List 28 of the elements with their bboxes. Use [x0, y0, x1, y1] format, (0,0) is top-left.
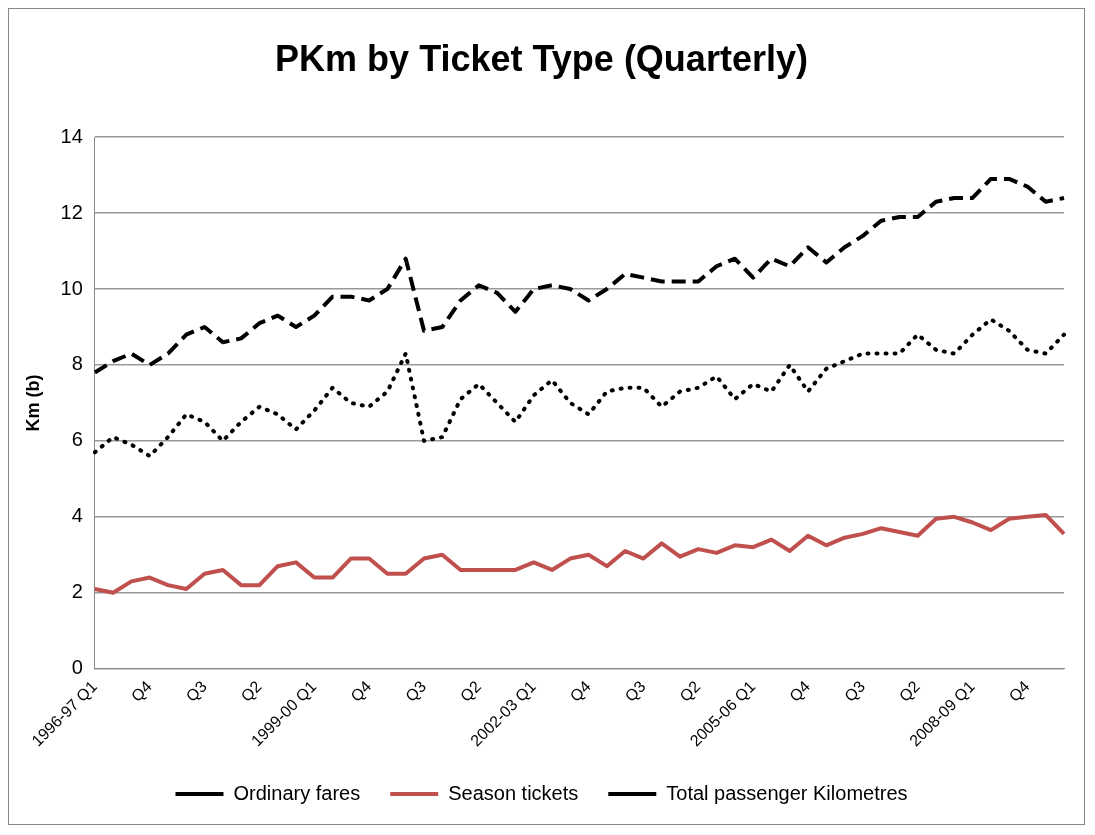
- x-tick-label: Q3: [840, 677, 869, 705]
- x-tick-label: Q2: [237, 677, 265, 705]
- x-tick-label: Q4: [1005, 677, 1033, 705]
- x-tick-label: Q4: [347, 677, 375, 705]
- legend-label: Season tickets: [448, 781, 579, 804]
- line-series: [92, 176, 1066, 375]
- y-axis-title: Km (b): [22, 374, 43, 432]
- chart-title: PKm by Ticket Type (Quarterly): [275, 37, 808, 79]
- y-tick-label: 4: [71, 504, 83, 527]
- x-tick-label: Q3: [402, 677, 430, 705]
- x-tick-label: Q4: [566, 677, 594, 705]
- legend-label: Ordinary fares: [233, 781, 361, 804]
- x-tick-label: Q4: [786, 677, 814, 705]
- x-tick-label: Q3: [182, 677, 210, 705]
- x-tick-label: Q2: [676, 677, 704, 705]
- x-tick-label: Q3: [621, 677, 649, 705]
- y-tick-label: 6: [71, 428, 83, 451]
- y-tick-label: 10: [60, 276, 83, 299]
- x-tick-label: Q4: [127, 677, 156, 705]
- x-tick-label: Q2: [895, 677, 924, 705]
- y-tick-label: 2: [71, 580, 83, 603]
- x-tick-label: Q2: [456, 677, 485, 705]
- y-tick-label: 8: [71, 352, 83, 375]
- line-series: [92, 317, 1066, 459]
- legend-label: Total passenger Kilometres: [666, 781, 908, 804]
- y-tick-label: 0: [71, 656, 83, 679]
- y-tick-label: 12: [60, 200, 83, 223]
- y-tick-label: 14: [60, 124, 83, 147]
